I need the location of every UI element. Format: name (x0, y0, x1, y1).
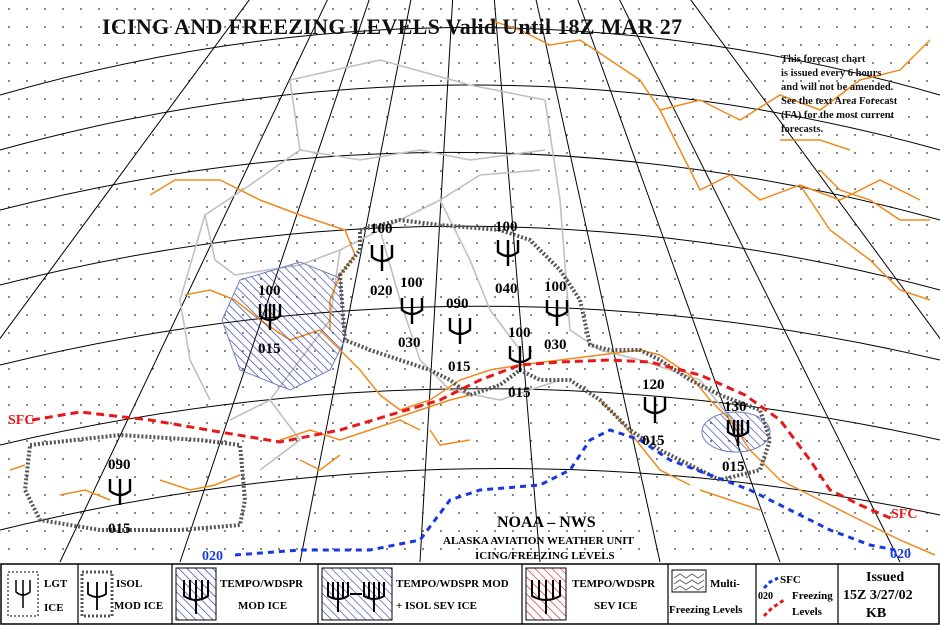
icing-top-label: 100 (370, 221, 393, 237)
icing-top-label: 100 (495, 219, 518, 235)
forecaster-initials: KB (866, 606, 887, 621)
notice-line: forecasts. (781, 124, 824, 135)
legend-mod-ice: MOD ICE (114, 600, 164, 612)
notice-line: and will not be amended. (781, 82, 894, 93)
icing-symbol (108, 479, 132, 505)
icing-bottom-label: 015 (722, 459, 745, 475)
icing-bottom-label: 030 (544, 337, 567, 353)
icing-top-label: 120 (642, 377, 665, 393)
notice-line: This forecast chart (781, 54, 866, 65)
icing-symbol (643, 397, 667, 423)
icing-top-label: 090 (446, 296, 469, 312)
level-020-west: 020 (202, 549, 223, 564)
legend-sev-ice: SEV ICE (594, 600, 638, 612)
legend (0, 563, 940, 625)
legend-levels: Levels (792, 606, 822, 618)
legend-tempo-mod-sev: TEMPO/WDSPR MOD (396, 578, 509, 590)
legend-tempo: TEMPO/WDSPR (220, 578, 304, 590)
sfc-label-east: SFC (891, 507, 918, 522)
icing-top-label: 090 (108, 457, 131, 473)
freezing-line-020 (234, 428, 896, 557)
isol-ice-boundaries (22, 217, 773, 532)
agency-name: NOAA – NWS (497, 514, 596, 531)
icing-bottom-label: 015 (108, 521, 131, 537)
legend-lgt: LGT (44, 578, 68, 590)
legend-ice: ICE (44, 602, 64, 614)
legend-isol: ISOL (116, 578, 143, 590)
icing-top-label: 100 (400, 275, 423, 291)
legend-sfc: SFC (780, 574, 801, 586)
icing-symbol (545, 300, 569, 326)
icing-symbol (726, 420, 750, 446)
icing-symbol (496, 240, 520, 266)
icing-bottom-label: 015 (258, 341, 281, 357)
mod-ice-area-east (701, 411, 771, 453)
icing-bottom-label: 040 (495, 281, 518, 297)
icing-bottom-label: 030 (398, 335, 421, 351)
notice-line: is issued every 6 hours (781, 68, 882, 79)
mod-ice-area-west (221, 261, 346, 391)
issued-time: 15Z 3/27/02 (843, 588, 913, 603)
forecast-notice: This forecast chart is issued every 6 ho… (781, 53, 897, 137)
issued-label: Issued (866, 570, 905, 585)
icing-symbol (400, 298, 424, 324)
legend-tempo-mod: MOD ICE (238, 600, 288, 612)
notice-line: See the text Area Forecast (781, 96, 898, 107)
icing-bottom-label: 020 (370, 283, 393, 299)
icing-top-label: 100 (508, 325, 531, 341)
icing-bottom-label: 015 (508, 385, 531, 401)
agency-product: ICING/FREEZING LEVELS (475, 550, 615, 562)
icing-bottom-label: 015 (642, 433, 665, 449)
freezing-line-sfc (31, 358, 896, 522)
longitude-lines (0, 0, 940, 563)
agency-unit: ALASKA AVIATION WEATHER UNIT (443, 535, 634, 547)
sfc-label-west: SFC (8, 413, 35, 428)
notice-line: (FA) for the most current (781, 110, 895, 121)
legend-freezing: Freezing (792, 590, 833, 602)
legend-freezing-levels: Freezing Levels (669, 604, 743, 616)
icing-top-label: 100 (258, 283, 281, 299)
icing-symbol (448, 318, 472, 344)
icing-symbol (370, 245, 394, 271)
icing-top-label: 100 (544, 279, 567, 295)
icing-symbol (258, 304, 282, 330)
legend-tempo-sev: TEMPO/WDSPR (572, 578, 656, 590)
chart-title: ICING AND FREEZING LEVELS Valid Until 18… (102, 14, 683, 39)
icing-bottom-label: 015 (448, 359, 471, 375)
icing-top-label: 130 (724, 399, 747, 415)
icing-symbols (108, 240, 750, 505)
level-020-east: 020 (890, 547, 911, 562)
legend-multi: Multi- (710, 578, 740, 590)
icing-symbol (508, 346, 532, 372)
legend-isol-sev: + ISOL SEV ICE (396, 600, 477, 612)
legend-020: 020 (758, 591, 773, 602)
